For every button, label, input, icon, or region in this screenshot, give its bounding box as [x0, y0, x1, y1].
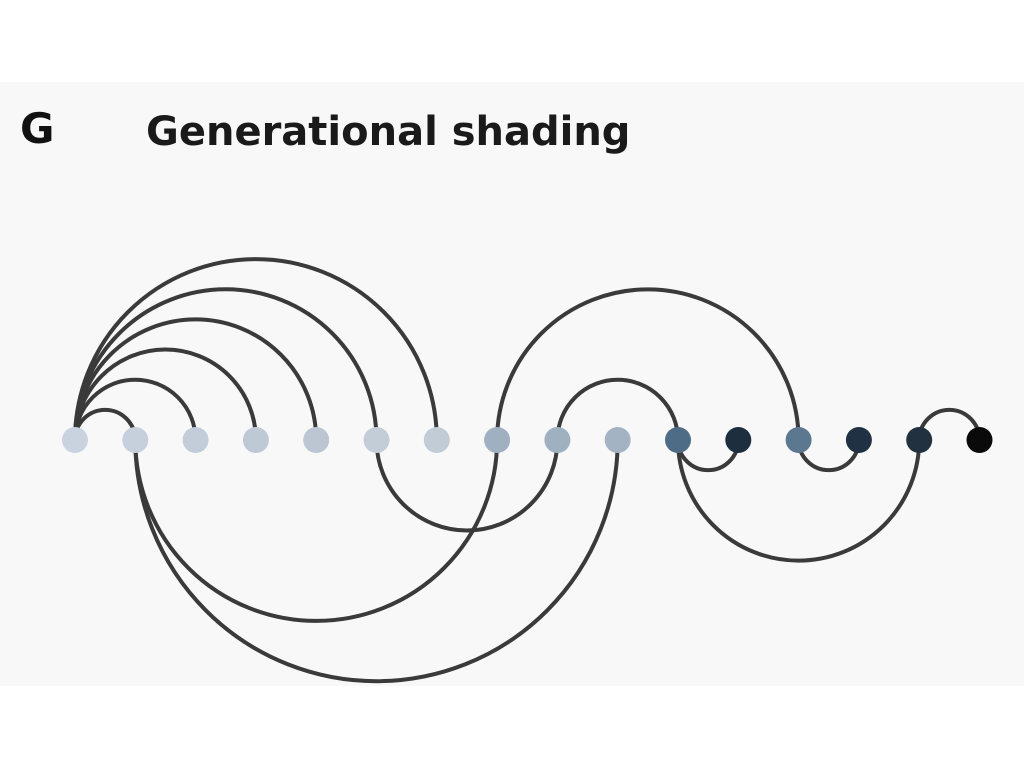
node-16: [966, 427, 993, 453]
node-12: [725, 427, 752, 453]
figure-title: Generational shading: [146, 109, 631, 155]
node-14: [845, 427, 872, 453]
node-10: [604, 427, 631, 453]
arc-edge-0-4: [73, 317, 319, 442]
arc-edge-0-5: [73, 287, 379, 442]
arc-edge-1-7: [133, 438, 500, 623]
arc-edge-10-14: [676, 438, 922, 563]
node-4: [242, 427, 269, 453]
arc-edges: [73, 257, 982, 684]
node-15: [906, 427, 933, 453]
node-6: [363, 427, 390, 453]
node-5: [303, 427, 330, 453]
arc-edge-1-9: [133, 438, 620, 684]
figure-panel: [0, 82, 1024, 686]
node-11: [665, 427, 691, 453]
arc-edge-0-3: [73, 347, 258, 442]
node-1: [62, 427, 88, 453]
arc-edge-0-2: [73, 377, 198, 442]
arc-edge-5-8: [374, 438, 560, 533]
node-3: [182, 427, 209, 453]
node-9: [544, 427, 571, 453]
arc-nodes: [62, 427, 993, 453]
panel-label: G: [20, 104, 55, 153]
node-8: [484, 427, 511, 453]
arc-edge-8-10: [555, 377, 680, 442]
node-7: [423, 427, 450, 453]
node-13: [785, 427, 812, 453]
arc-edge-0-6: [73, 257, 439, 442]
arc-edge-7-12: [495, 287, 801, 442]
node-2: [122, 427, 149, 453]
